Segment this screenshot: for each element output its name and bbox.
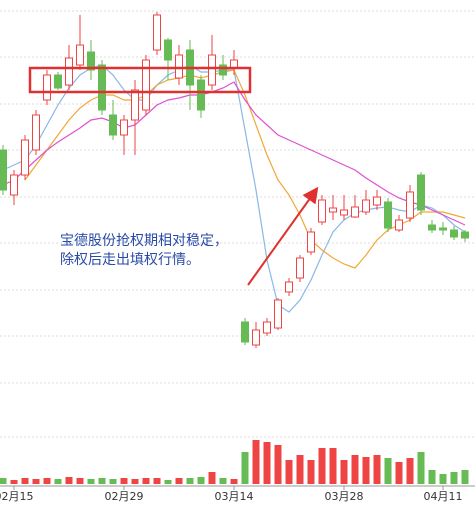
moving-average-line xyxy=(2,81,466,226)
candle-body xyxy=(428,224,436,231)
candle-body xyxy=(65,57,73,86)
volume-bar xyxy=(274,445,282,484)
volume-bar xyxy=(263,442,271,484)
volume-bar xyxy=(65,477,73,484)
volume-bar xyxy=(296,455,304,484)
candle-body xyxy=(32,114,40,151)
candle-body xyxy=(274,299,282,329)
candle-body xyxy=(208,54,216,86)
candle-body xyxy=(43,74,51,101)
candle-body xyxy=(241,321,249,343)
volume-bar xyxy=(0,478,7,484)
volume-bar xyxy=(351,455,359,484)
volume-bar xyxy=(230,479,238,484)
candle-body xyxy=(395,219,403,231)
volume-bar xyxy=(307,460,315,484)
volume-bar xyxy=(395,462,403,484)
candle-body xyxy=(340,209,348,216)
volume-bar xyxy=(461,470,469,484)
volume-bar xyxy=(428,470,436,484)
candle-body xyxy=(164,39,172,61)
volume-bar xyxy=(384,458,392,484)
x-tick-label: 02月29 xyxy=(105,490,144,503)
candle-body xyxy=(54,74,62,89)
x-tick-label: 02月15 xyxy=(0,490,34,503)
candle-body xyxy=(131,89,139,121)
candle-body xyxy=(285,281,293,293)
volume-bar xyxy=(164,480,172,484)
candle-body xyxy=(109,114,117,136)
volume-bar xyxy=(142,478,150,484)
x-tick-label: 03月28 xyxy=(325,490,364,503)
candle-body xyxy=(373,196,381,206)
volume-bar xyxy=(87,479,95,484)
volume-bar xyxy=(131,479,139,484)
candle-body xyxy=(175,54,183,79)
candle-body xyxy=(142,59,150,111)
candle-body xyxy=(318,199,326,223)
candle-body xyxy=(0,149,7,191)
highlight-box xyxy=(28,66,252,94)
candle-body xyxy=(98,64,106,111)
volume-bar xyxy=(32,479,40,484)
annotation: 除权后走出填权行情。 xyxy=(60,252,200,268)
candle-body xyxy=(351,206,359,218)
volume-bar xyxy=(373,455,381,484)
candle-body xyxy=(76,44,84,66)
candle-body xyxy=(450,229,458,238)
volume-bar xyxy=(76,478,84,484)
moving-average-line xyxy=(2,64,466,313)
volume-bar xyxy=(329,448,337,484)
volume-bar xyxy=(362,457,370,484)
candle-body xyxy=(384,201,392,229)
volume-bar xyxy=(219,478,227,484)
volume-bar xyxy=(109,479,117,484)
volume-bar xyxy=(318,448,326,484)
candle-body xyxy=(21,139,29,176)
volume-bar xyxy=(417,452,425,484)
candle-body xyxy=(197,79,205,111)
candle-body xyxy=(263,321,271,334)
annotation: 宝德股份抢权期相对稳定， xyxy=(60,232,228,249)
x-tick-label: 04月11 xyxy=(424,490,463,503)
volume-bar xyxy=(252,440,260,484)
volume-bar xyxy=(241,452,249,484)
volume-bar xyxy=(175,478,183,484)
candle-body xyxy=(10,174,18,196)
candle-body xyxy=(461,231,469,239)
volume-bar xyxy=(340,460,348,484)
candle-body xyxy=(296,257,304,279)
candle-body xyxy=(120,119,128,136)
volume-bar xyxy=(21,478,29,484)
candle-body xyxy=(307,231,315,253)
candle-body xyxy=(329,207,337,213)
candle-body xyxy=(219,64,227,76)
x-tick-label: 03月14 xyxy=(215,490,254,503)
volume-bar xyxy=(197,477,205,484)
volume-bar xyxy=(439,474,447,484)
volume-bar xyxy=(153,478,161,484)
volume-bar xyxy=(54,479,62,484)
volume-bar xyxy=(406,458,414,484)
volume-bar xyxy=(43,478,51,484)
volume-bar xyxy=(208,472,216,484)
candle-body xyxy=(406,191,414,219)
candle-body xyxy=(362,199,370,213)
candle-body xyxy=(439,227,447,231)
volume-bar xyxy=(285,460,293,484)
candle-body xyxy=(417,174,425,211)
volume-bar xyxy=(10,480,18,484)
volume-bar xyxy=(98,478,106,484)
candle-body xyxy=(252,329,260,346)
candle-body xyxy=(153,14,161,51)
volume-bar xyxy=(120,478,128,484)
candle-body xyxy=(87,51,95,71)
volume-bar xyxy=(186,478,194,484)
arrow xyxy=(247,186,319,286)
volume-bar xyxy=(450,472,458,484)
